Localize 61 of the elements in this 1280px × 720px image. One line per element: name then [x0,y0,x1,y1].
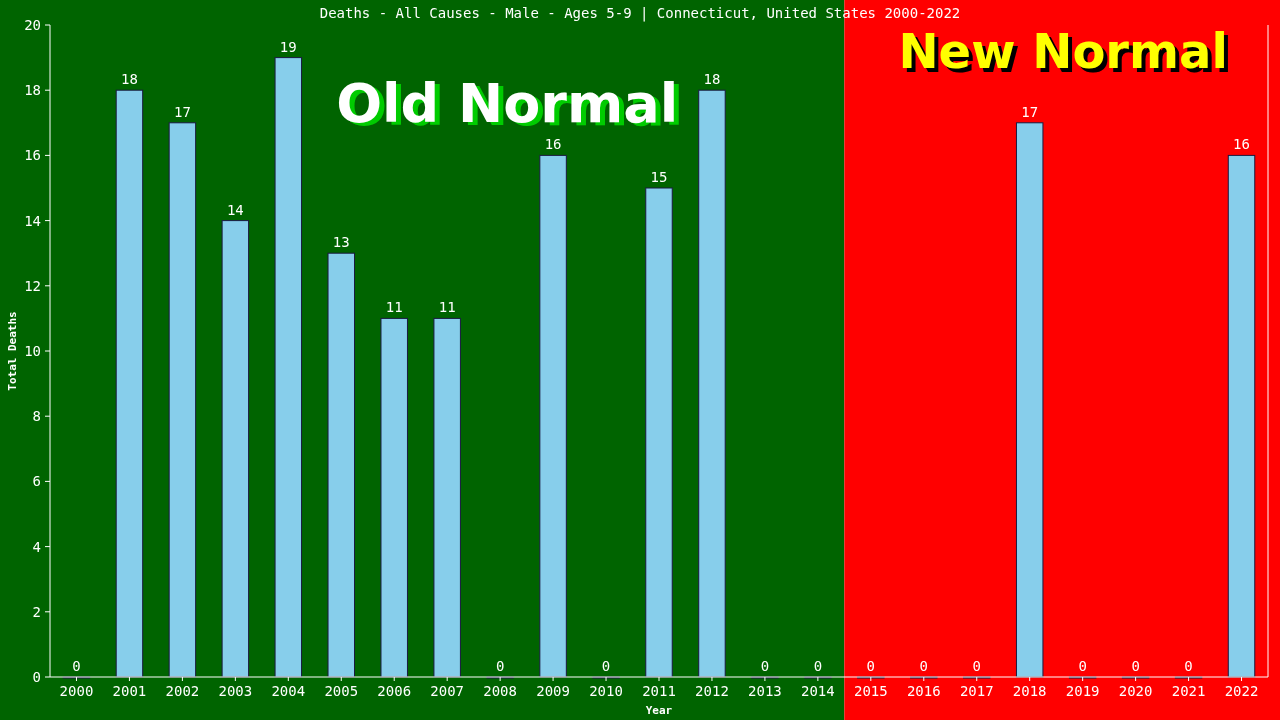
x-tick-label: 2020 [1118,683,1153,699]
x-tick-label: 2014 [801,683,835,699]
y-tick-label: 18 [24,82,41,99]
data-label: 18 [703,71,721,88]
x-tick-label: 2013 [748,683,782,699]
x-tick-label: 2006 [377,683,412,699]
data-label: 0 [601,658,611,674]
data-label: 0 [760,658,770,674]
x-tick-label: 2016 [906,683,941,699]
x-tick-label: 2011 [642,683,676,699]
data-label: 19 [279,38,297,55]
data-label: 14 [226,201,244,218]
y-axis-title: Total Deaths [6,311,19,391]
x-tick-label: 2015 [853,683,888,699]
data-label: 11 [385,299,403,316]
band-label: Old Normal [336,72,679,135]
data-label: 0 [972,658,981,674]
y-tick-label: 2 [32,603,41,620]
data-label: 0 [866,658,876,674]
x-tick-label: 2010 [589,683,623,699]
data-label: 17 [173,103,191,120]
x-tick-label: 2001 [112,683,147,699]
y-tick-label: 10 [24,343,41,359]
data-label: 0 [1078,658,1087,674]
y-tick-label: 6 [32,473,41,490]
data-label: 17 [1021,103,1039,120]
data-label: 16 [544,136,562,153]
data-label: 0 [72,658,81,674]
x-tick-label: 2021 [1171,683,1206,699]
y-tick-label: 0 [32,669,41,685]
x-tick-label: 2017 [959,683,994,699]
x-tick-label: 2019 [1065,683,1100,699]
y-tick-label: 16 [24,147,41,164]
x-axis-title: Year [645,704,673,717]
data-label: 16 [1233,136,1250,153]
x-tick-label: 2007 [430,683,465,699]
y-tick-label: 8 [32,408,41,425]
band-label: New Normal [898,23,1228,79]
data-label: 18 [121,71,138,88]
data-label: 0 [919,658,928,674]
data-label: 0 [495,658,505,674]
x-tick-label: 2004 [271,683,306,699]
x-tick-label: 2018 [1012,683,1047,699]
x-tick-label: 2003 [218,683,253,699]
x-tick-label: 2012 [695,683,729,699]
y-tick-label: 14 [24,212,41,229]
y-tick-label: 4 [32,538,41,555]
y-tick-label: 12 [24,277,41,294]
data-label: 0 [1184,658,1193,674]
x-tick-label: 2000 [59,683,94,699]
x-tick-label: 2005 [324,683,359,699]
data-label: 13 [332,234,350,251]
data-label: 0 [813,658,823,674]
x-tick-label: 2002 [165,683,200,699]
x-tick-label: 2022 [1224,683,1259,699]
x-tick-label: 2008 [483,683,517,699]
y-tick-label: 20 [24,17,41,33]
data-label: 11 [438,299,456,316]
data-label: 15 [650,169,668,185]
x-tick-label: 2009 [536,683,570,699]
data-label: 0 [1131,658,1140,674]
